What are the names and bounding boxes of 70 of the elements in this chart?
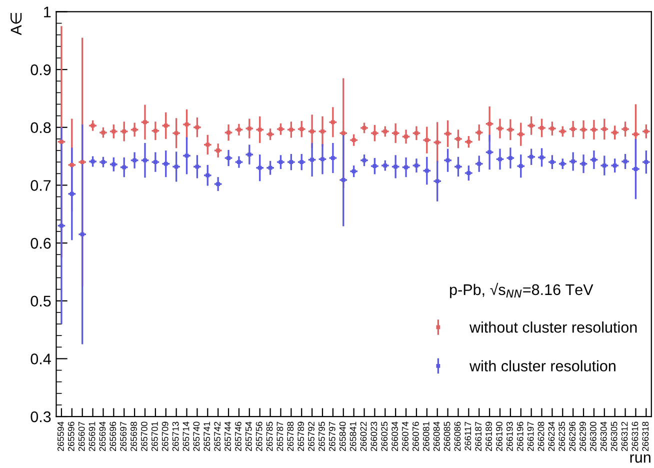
x-tick-label: 265787 (276, 422, 284, 452)
x-tick-label: 266189 (486, 422, 492, 452)
x-tick-label: 265840 (339, 422, 346, 452)
y-tick-label: 0.9 (30, 64, 51, 76)
x-tick-label: 265785 (266, 422, 273, 452)
annotation: p-Pb, √s$_{NN}$=8.16 TeV (450, 282, 594, 298)
x-tick-label: 265694 (99, 422, 106, 452)
x-tick-label: 265696 (110, 422, 116, 452)
x-tick-label: 266197 (527, 422, 534, 452)
x-tick-label: 266025 (381, 422, 388, 452)
x-tick-label: 265795 (318, 422, 325, 452)
x-tick-label: 266318 (642, 422, 649, 452)
x-tick-label: 265741 (204, 422, 210, 452)
x-tick-label: 266196 (516, 422, 524, 452)
legend-label: without cluster resolution (469, 322, 637, 333)
y-tick-label: 0.3 (30, 411, 51, 422)
x-tick-label: 266034 (392, 422, 398, 452)
x-tick-label: 265594 (57, 422, 64, 452)
y-tick-label: 0.5 (30, 296, 51, 307)
x-tick-label: 265742 (214, 422, 221, 452)
x-tick-label: 265756 (256, 422, 262, 452)
y-tick-label: 0.8 (30, 122, 51, 134)
x-tick-label: 266074 (402, 422, 408, 452)
x-tick-label: 265700 (141, 422, 148, 452)
y-tick-label: 0.4 (30, 354, 51, 364)
x-tick-label: 266235 (558, 422, 566, 452)
x-tick-label: 266299 (580, 422, 586, 452)
y-axis-title: A∈ (10, 13, 22, 36)
x-tick-label: 265698 (130, 422, 137, 452)
x-tick-label: 266208 (538, 422, 544, 452)
x-tick-label: 266190 (496, 422, 502, 452)
x-tick-label: 266086 (454, 422, 461, 452)
x-tick-label: 266312 (621, 422, 628, 452)
x-tick-label: 265746 (234, 422, 242, 452)
x-tick-label: 265788 (287, 422, 294, 452)
x-tick-label: 265701 (151, 422, 158, 452)
x-tick-label: 266234 (548, 422, 555, 452)
x-tick-label: 266023 (370, 422, 378, 452)
x-tick-label: 266187 (475, 422, 482, 452)
x-tick-label: 265740 (193, 422, 200, 452)
x-tick-label: 265709 (162, 422, 168, 452)
x-tick-label: 265714 (182, 422, 190, 452)
x-tick-label: 265691 (88, 422, 96, 452)
x-tick-label: 265754 (245, 422, 252, 452)
x-tick-label: 266117 (464, 422, 472, 450)
x-tick-label: 265841 (350, 422, 356, 452)
x-tick-label: 265607 (78, 422, 85, 452)
legend-label: with cluster resolution (469, 360, 616, 372)
x-tick-label: 266300 (590, 422, 596, 452)
x-tick-label: 265744 (224, 422, 231, 452)
y-tick-label: 0.6 (30, 238, 51, 249)
x-tick-label: 265789 (298, 422, 304, 452)
x-tick-label: 266305 (610, 422, 618, 452)
x-tick-label: 265713 (172, 422, 179, 452)
x-tick-label: 266081 (422, 422, 430, 452)
x-tick-label: 266076 (412, 422, 419, 452)
x-tick-label: 265797 (328, 422, 336, 452)
x-tick-label: 265792 (308, 422, 314, 452)
x-tick-label: 266022 (360, 422, 367, 452)
x-tick-label: 265596 (68, 422, 74, 452)
x-tick-label: 266304 (600, 422, 607, 452)
x-tick-label: 266085 (444, 422, 450, 452)
x-tick-label: 266193 (506, 422, 513, 452)
x-tick-label: 266296 (569, 422, 576, 452)
x-tick-label: 266084 (433, 422, 440, 452)
x-axis-title: run (630, 454, 650, 463)
y-tick-label: 0.7 (30, 180, 51, 191)
y-tick-label: 1 (44, 6, 51, 18)
x-tick-label: 266316 (632, 422, 638, 452)
x-tick-label: 265697 (120, 422, 127, 452)
